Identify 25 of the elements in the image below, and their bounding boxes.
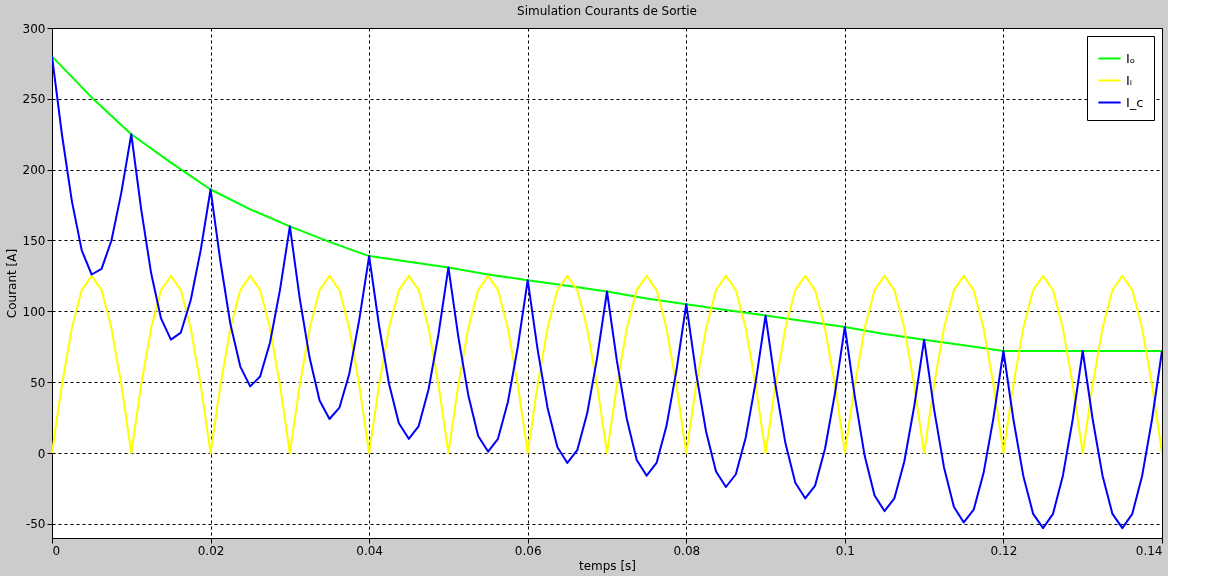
y-tick-label: 200 (22, 163, 46, 178)
y-tick-label: -50 (25, 517, 46, 532)
y-tick-label: 250 (22, 92, 46, 107)
y-axis-title: Courant [A] (4, 248, 19, 319)
y-tick-label: 150 (22, 234, 46, 248)
x-tick-label: 0.02 (197, 543, 225, 558)
x-tick-label: 0.1 (835, 543, 855, 558)
y-tick-label: 0 (37, 446, 46, 461)
chart-title: Simulation Courants de Sortie (517, 4, 697, 18)
legend-label: I_c (1126, 94, 1144, 110)
y-tick-label: 50 (30, 375, 46, 390)
legend-label: Iₒ (1126, 50, 1136, 66)
y-tick-label: 300 (22, 21, 46, 36)
x-tick-label: 0 (52, 543, 61, 558)
line-series (52, 55, 1162, 530)
legend-label: Iᵢ (1126, 72, 1133, 88)
x-axis-title: temps [s] (578, 558, 637, 573)
line-series (52, 274, 1162, 454)
x-tick-label: 0.08 (673, 543, 701, 558)
x-tick-label: 0.12 (990, 543, 1018, 558)
line-series (52, 55, 1162, 352)
x-tick-label: 0.14 (1135, 543, 1163, 558)
y-tick-label: 100 (22, 304, 46, 319)
x-tick-label: 0.06 (514, 543, 542, 558)
x-tick-label: 0.04 (356, 543, 383, 558)
